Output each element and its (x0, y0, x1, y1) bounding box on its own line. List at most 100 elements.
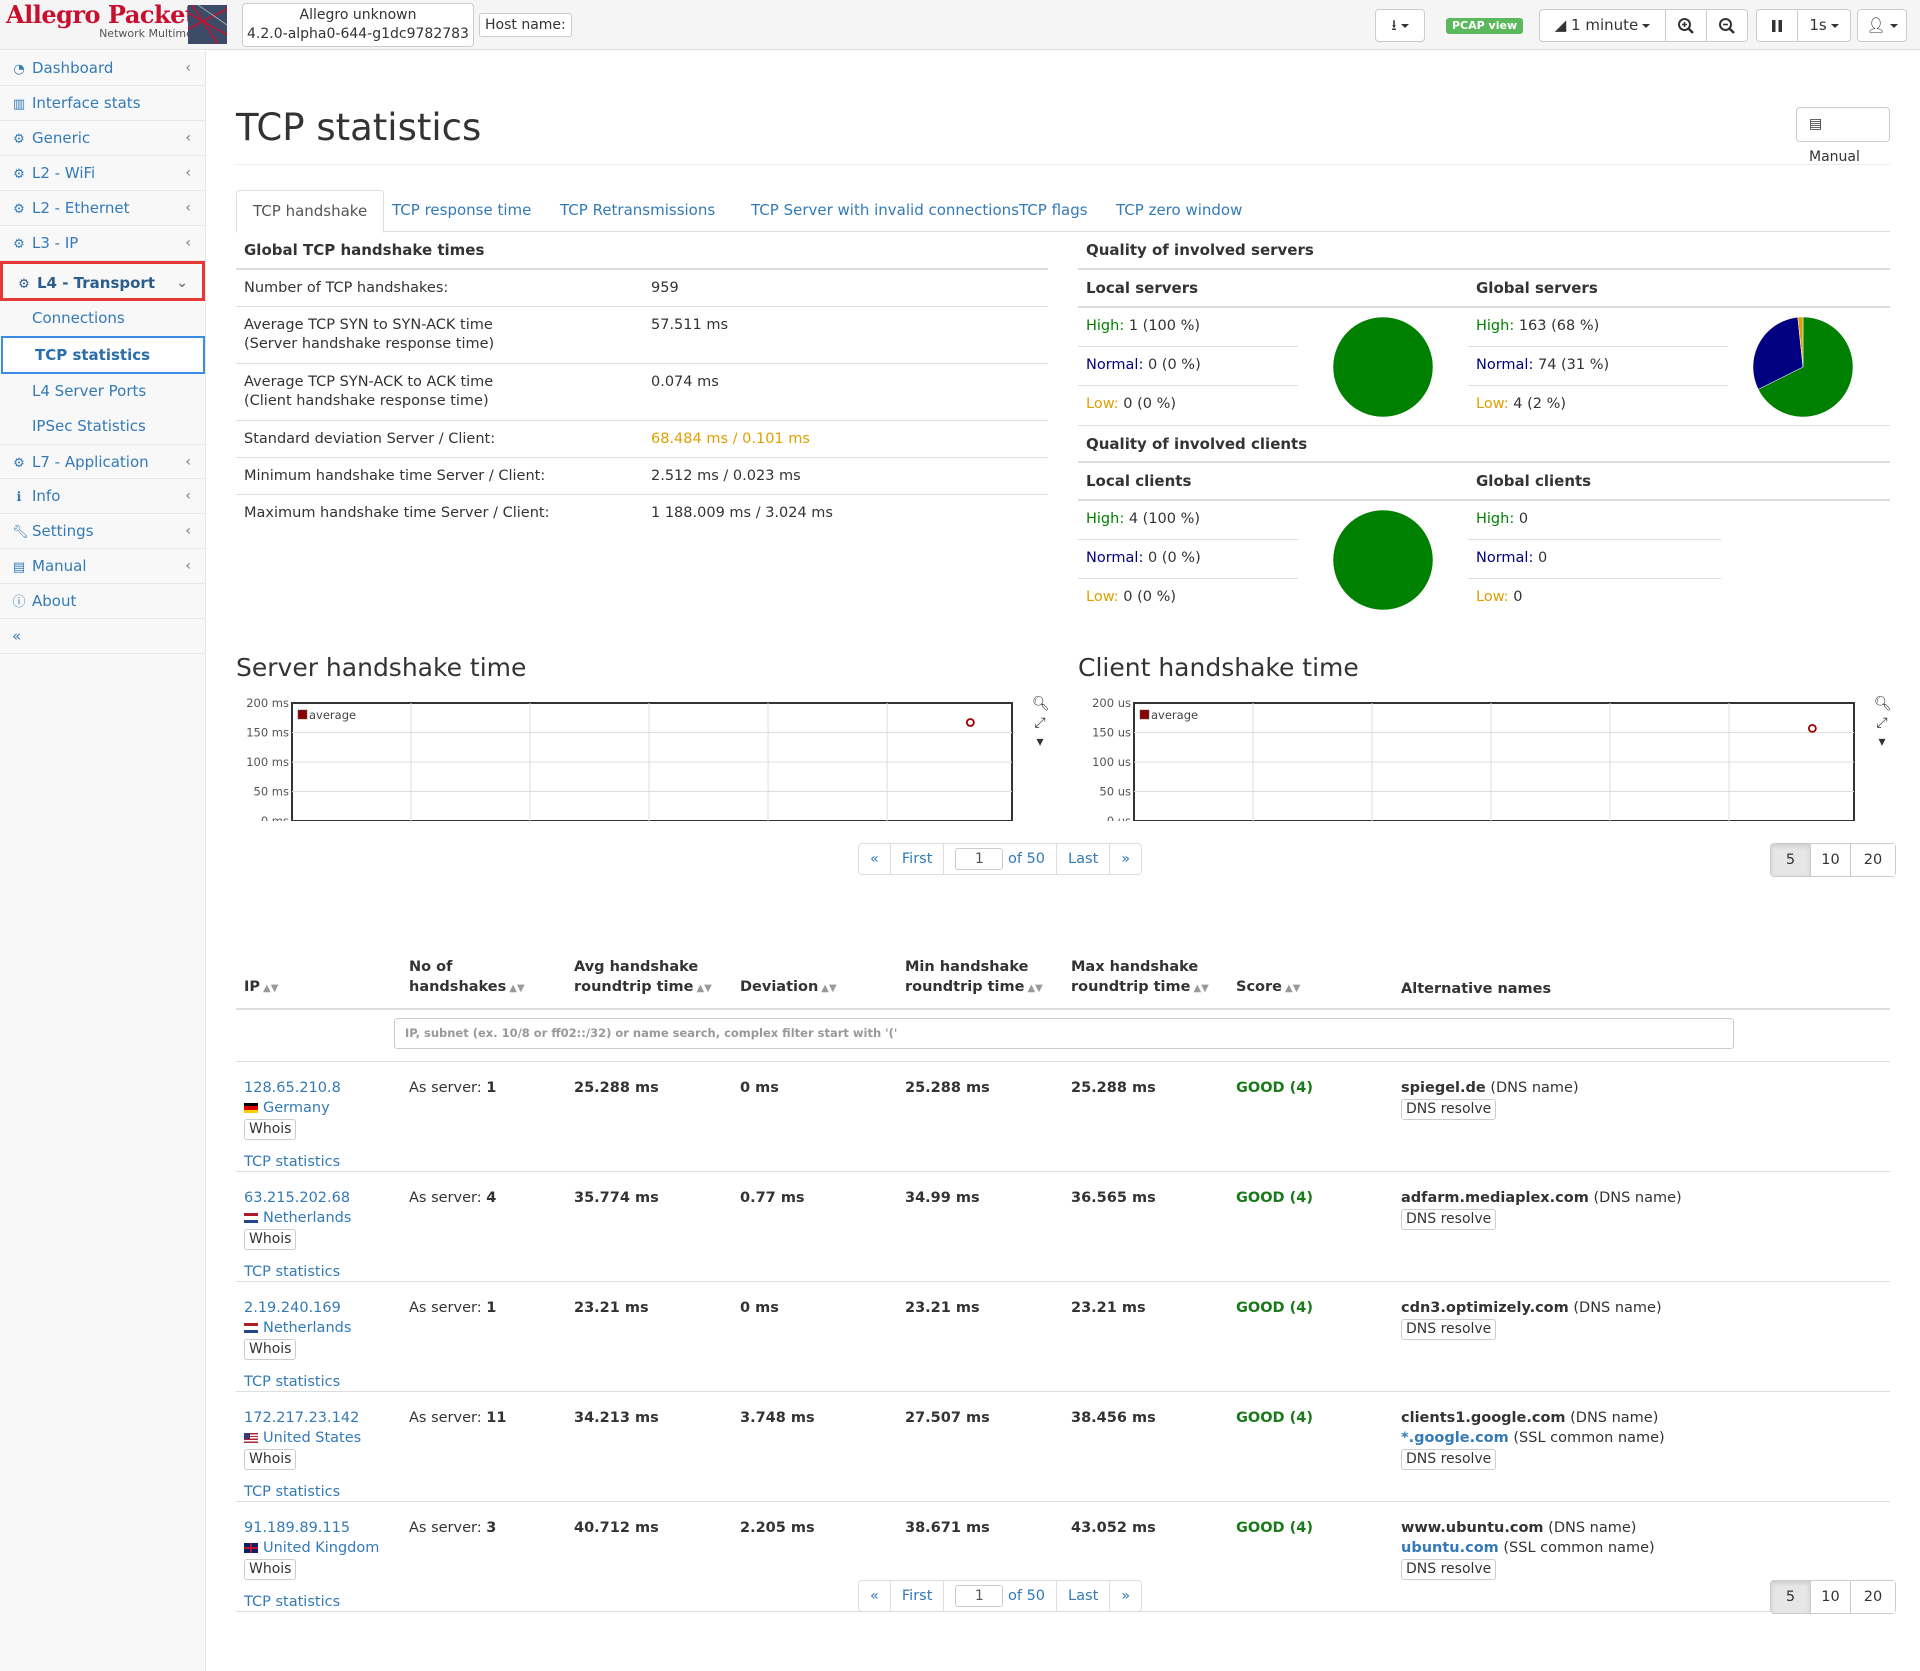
sidebar-item-dashboard[interactable]: ◔ Dashboard ‹ (0, 51, 205, 86)
min-cell: 38.671 ms (905, 1518, 990, 1538)
country-link[interactable]: Netherlands (263, 1210, 352, 1226)
tab-tcp-retransmissions[interactable]: TCP Retransmissions (560, 201, 716, 219)
page-size-10[interactable]: 10 (1811, 1581, 1851, 1613)
ip-link[interactable]: 172.217.23.142 (244, 1410, 360, 1426)
tcp-statistics-link[interactable]: TCP statistics (244, 1594, 341, 1610)
caret-down-icon[interactable]: ▾ (1036, 734, 1044, 750)
page-number-input[interactable]: 1 (955, 1585, 1004, 1607)
whois-button[interactable]: Whois (244, 1449, 297, 1470)
whois-button[interactable]: Whois (244, 1559, 297, 1580)
page-size-5[interactable]: 5 (1771, 844, 1811, 876)
tcp-statistics-link[interactable]: TCP statistics (244, 1154, 341, 1170)
dns-resolve-button[interactable]: DNS resolve (1401, 1209, 1497, 1230)
chevron-left-icon: ‹ (185, 235, 191, 251)
country-link[interactable]: United Kingdom (263, 1540, 380, 1556)
prev-page-button[interactable]: « (859, 1581, 891, 1611)
whois-button[interactable]: Whois (244, 1119, 297, 1140)
pie-slice-high (1332, 316, 1434, 418)
global-clients-title: Global clients (1476, 472, 1592, 490)
page-size-20[interactable]: 20 (1851, 844, 1895, 876)
dns-resolve-button[interactable]: DNS resolve (1401, 1559, 1497, 1580)
expand-icon[interactable]: ⤢ (1876, 715, 1888, 731)
name-type: (DNS name) (1593, 1190, 1682, 1206)
tcp-statistics-link[interactable]: TCP statistics (244, 1484, 341, 1500)
sidebar-item-generic[interactable]: ⚙ Generic ‹ (0, 121, 205, 156)
sidebar-item-l3-ip[interactable]: ⚙ L3 - IP ‹ (0, 226, 205, 261)
sidebar-collapse-button[interactable]: « (0, 619, 205, 654)
next-page-button[interactable]: » (1121, 1588, 1131, 1604)
column-min-roundtrip[interactable]: Min handshake roundtrip time ▲▼ (905, 957, 1043, 999)
sidebar-item-l2-ethernet[interactable]: ⚙ L2 - Ethernet ‹ (0, 191, 205, 226)
column-deviation[interactable]: Deviation ▲▼ (740, 977, 837, 999)
manual-button[interactable]: ▤ Manual (1796, 107, 1890, 165)
dns-resolve-button[interactable]: DNS resolve (1401, 1449, 1497, 1470)
interval-dropdown[interactable]: ◢ 1 minute (1539, 9, 1666, 42)
ip-filter-input[interactable]: IP, subnet (ex. 10/8 or ff02::/32) or na… (394, 1018, 1734, 1049)
sidebar-subitem-ipsec-statistics[interactable]: IPSec Statistics (32, 417, 146, 435)
column-handshakes[interactable]: No of handshakes ▲▼ (409, 957, 525, 999)
sidebar-subitem-connections[interactable]: Connections (32, 309, 125, 327)
tab-tcp-invalid-connections[interactable]: TCP Server with invalid connections (751, 201, 1019, 219)
refresh-interval-dropdown[interactable]: 1s (1797, 9, 1851, 42)
whois-button[interactable]: Whois (244, 1339, 297, 1360)
sidebar-subitem-tcp-statistics[interactable]: TCP statistics (1, 336, 205, 374)
tab-tcp-zero-window[interactable]: TCP zero window (1116, 201, 1243, 219)
column-max-roundtrip[interactable]: Max handshake roundtrip time ▲▼ (1071, 957, 1209, 999)
page-number-input[interactable]: 1 (955, 848, 1004, 870)
column-ip[interactable]: IP ▲▼ (244, 977, 278, 999)
ip-link[interactable]: 91.189.89.115 (244, 1520, 351, 1536)
first-page-button[interactable]: First (891, 1581, 945, 1611)
user-menu-button[interactable]: 👤︎ (1857, 9, 1907, 42)
last-page-button[interactable]: Last (1057, 1581, 1111, 1611)
tab-tcp-response-time[interactable]: TCP response time (392, 201, 532, 219)
dns-resolve-button[interactable]: DNS resolve (1401, 1319, 1497, 1340)
max-value: 43.052 ms (1071, 1520, 1156, 1536)
device-selector[interactable]: Allegro unknown 4.2.0-alpha0-644-g1dc978… (242, 3, 474, 47)
country-link[interactable]: Germany (263, 1100, 330, 1116)
prev-page-button[interactable]: « (859, 844, 891, 874)
country-link[interactable]: Netherlands (263, 1320, 352, 1336)
column-score[interactable]: Score ▲▼ (1236, 977, 1300, 999)
country-link[interactable]: United States (263, 1430, 362, 1446)
sidebar-item-l7-application[interactable]: ⚙ L7 - Application ‹ (0, 444, 205, 479)
sidebar-item-settings[interactable]: 🔧︎ Settings ‹ (0, 514, 205, 549)
sidebar-item-interface-stats[interactable]: ▥ Interface stats (0, 86, 205, 121)
caret-down-icon[interactable]: ▾ (1878, 734, 1886, 750)
sidebar-subitem-l4-server-ports[interactable]: L4 Server Ports (32, 382, 147, 400)
alternative-names-cell: spiegel.de (DNS name) DNS resolve (1401, 1078, 1579, 1120)
page-size-20[interactable]: 20 (1851, 1581, 1895, 1613)
ip-link[interactable]: 63.215.202.68 (244, 1190, 351, 1206)
search-icon[interactable]: 🔍︎ (1874, 696, 1892, 712)
search-icon[interactable]: 🔍︎ (1032, 696, 1050, 712)
zoom-out-button[interactable] (1706, 9, 1748, 42)
ip-link[interactable]: 2.19.240.169 (244, 1300, 341, 1316)
column-avg-roundtrip[interactable]: Avg handshake roundtrip time ▲▼ (574, 957, 712, 999)
last-page-button[interactable]: Last (1057, 844, 1111, 874)
name-type: (DNS name) (1570, 1410, 1659, 1426)
book-icon: ▤ (1809, 116, 1823, 132)
brand-logo[interactable]: Allegro Packets Network Multimeter (6, 2, 209, 41)
tab-tcp-flags[interactable]: TCP flags (1019, 201, 1088, 219)
zoom-in-button[interactable] (1665, 9, 1707, 42)
tab-tcp-handshake[interactable]: TCP handshake (236, 190, 385, 233)
sidebar-item-about[interactable]: ⓘ About (0, 584, 205, 619)
sidebar-item-l2-wifi[interactable]: ⚙ L2 - WiFi ‹ (0, 156, 205, 191)
tcp-statistics-link[interactable]: TCP statistics (244, 1264, 341, 1280)
first-page-button[interactable]: First (891, 844, 945, 874)
tcp-statistics-link[interactable]: TCP statistics (244, 1374, 341, 1390)
sidebar-item-manual[interactable]: ▤ Manual ‹ (0, 549, 205, 584)
avg-cell: 25.288 ms (574, 1078, 659, 1098)
ssl-name-link[interactable]: *.google.com (1401, 1430, 1509, 1446)
sidebar-item-info[interactable]: ℹ Info ‹ (0, 479, 205, 514)
whois-button[interactable]: Whois (244, 1229, 297, 1250)
page-size-10[interactable]: 10 (1811, 844, 1851, 876)
dns-resolve-button[interactable]: DNS resolve (1401, 1099, 1497, 1120)
sidebar-item-l4-transport[interactable]: ⚙ L4 - Transport ⌄ (0, 261, 205, 301)
expand-icon[interactable]: ⤢ (1034, 715, 1046, 731)
ip-link[interactable]: 128.65.210.8 (244, 1080, 341, 1096)
download-button[interactable]: ⭳ (1375, 9, 1425, 42)
pause-button[interactable] (1756, 9, 1798, 42)
next-page-button[interactable]: » (1121, 851, 1131, 867)
page-size-5[interactable]: 5 (1771, 1581, 1811, 1613)
ssl-name-link[interactable]: ubuntu.com (1401, 1540, 1499, 1556)
